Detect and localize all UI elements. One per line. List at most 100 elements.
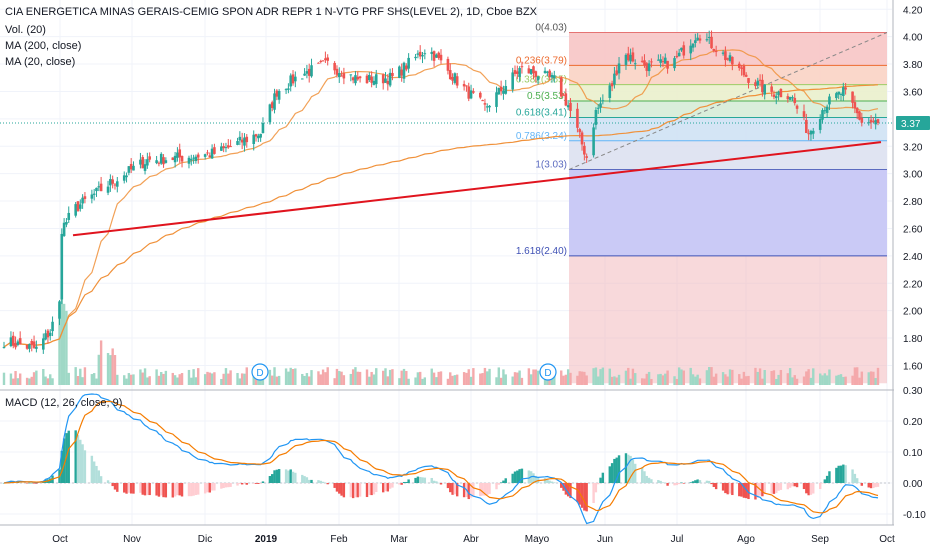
candle-body	[677, 52, 681, 57]
volume-bar-up	[259, 377, 262, 385]
volume-bar-up	[125, 378, 128, 385]
candle-body	[520, 66, 524, 68]
candle-down	[844, 83, 847, 95]
candle-up	[164, 157, 168, 164]
macd-histogram-bar	[872, 483, 875, 489]
dividend-marker-label: D	[544, 368, 551, 379]
candle-up	[146, 152, 149, 169]
candle-body	[483, 103, 487, 105]
candle-up	[828, 93, 831, 111]
macd-histogram-bar	[775, 483, 778, 494]
volume-bar-up	[305, 373, 309, 385]
candle-up	[143, 159, 147, 175]
macd-histogram-bar	[143, 483, 147, 496]
macd-histogram-bar	[696, 479, 699, 483]
volume-bar-down	[483, 367, 487, 385]
macd-histogram-bar	[123, 483, 126, 493]
volume-bar-up	[160, 372, 163, 385]
candle-body	[398, 66, 401, 78]
macd-histogram-bar	[340, 483, 343, 496]
candle-down	[222, 143, 225, 153]
candle-up	[252, 130, 256, 151]
candle-body	[543, 70, 547, 74]
volume-bar-up	[92, 373, 96, 385]
macd-histogram-bar	[805, 483, 808, 494]
volume-bar-down	[793, 375, 796, 385]
candle-up	[257, 133, 260, 143]
candle-body	[252, 134, 256, 144]
candle-down	[370, 71, 373, 88]
volume-bar-down	[666, 370, 669, 385]
candle-body	[793, 97, 797, 104]
volume-bar-up	[173, 375, 177, 385]
candle-down	[335, 65, 339, 78]
candle-body	[788, 96, 792, 100]
price-tick-label: 4.00	[903, 33, 923, 44]
candle-down	[483, 98, 487, 111]
macd-histogram-bar	[99, 476, 103, 483]
volume-bar-down	[844, 376, 847, 385]
volume-bar-down	[467, 369, 470, 385]
candle-body	[129, 163, 133, 170]
volume-bar-up	[338, 371, 341, 385]
candle-down	[805, 113, 808, 134]
macd-histogram-bar	[402, 481, 406, 483]
macd-histogram-bar	[828, 471, 831, 483]
macd-histogram-bar	[252, 483, 255, 484]
macd-histogram-bar	[437, 482, 440, 484]
candle-body	[356, 76, 360, 80]
candle-body	[694, 40, 697, 44]
fib-level-label: 1.618(2.40)	[516, 246, 567, 257]
macd-histogram-bar	[127, 483, 131, 493]
macd-histogram-bar	[640, 467, 644, 483]
candle-body	[25, 344, 29, 349]
volume-bar-down	[240, 373, 244, 385]
candle-down	[148, 152, 151, 163]
candle-body	[731, 56, 734, 65]
macd-histogram-bar	[712, 483, 716, 487]
macd-histogram-bar	[809, 483, 813, 495]
volume-bar-up	[146, 377, 149, 385]
volume-bar-down	[855, 367, 859, 385]
macd-histogram-bar	[486, 483, 489, 496]
candle-body	[381, 74, 385, 84]
volume-bar-down	[222, 373, 225, 385]
candle-up	[407, 53, 410, 73]
volume-bar-down	[802, 376, 806, 385]
macd-histogram-bar	[398, 483, 401, 485]
candle-up	[132, 161, 135, 171]
volume-bar-up	[657, 374, 660, 385]
candle-body	[139, 159, 142, 165]
candle-up	[421, 51, 424, 64]
volume-bar-down	[714, 373, 718, 385]
macd-histogram-bar	[731, 483, 734, 496]
candle-body	[173, 155, 177, 163]
volume-bar-down	[772, 370, 776, 385]
candle-body	[74, 204, 77, 216]
macd-histogram-bar	[691, 481, 695, 483]
macd-histogram-bar	[180, 483, 184, 497]
dividend-marker-label: D	[256, 368, 263, 379]
volume-bar-up	[398, 378, 401, 385]
macd-histogram-bar	[608, 466, 611, 483]
macd-histogram-bar	[502, 480, 505, 483]
candle-body	[770, 86, 773, 92]
candle-body	[779, 88, 783, 98]
candle-body	[243, 137, 246, 146]
volume-bar-up	[518, 370, 521, 385]
macd-histogram-bar	[116, 483, 119, 492]
volume-bar-up	[828, 369, 831, 385]
candle-down	[772, 90, 776, 100]
volume-bar-down	[860, 371, 864, 385]
candle-body	[28, 344, 31, 349]
volume-bar-up	[756, 371, 759, 385]
candle-down	[520, 61, 524, 74]
candle-down	[580, 130, 584, 151]
price-axis-background	[894, 0, 932, 550]
candle-up	[696, 33, 699, 41]
candle-up	[488, 104, 491, 112]
date-tick-label: Oct	[52, 534, 68, 545]
candle-down	[180, 155, 184, 168]
candle-body	[513, 70, 517, 74]
candle-up	[647, 60, 651, 76]
